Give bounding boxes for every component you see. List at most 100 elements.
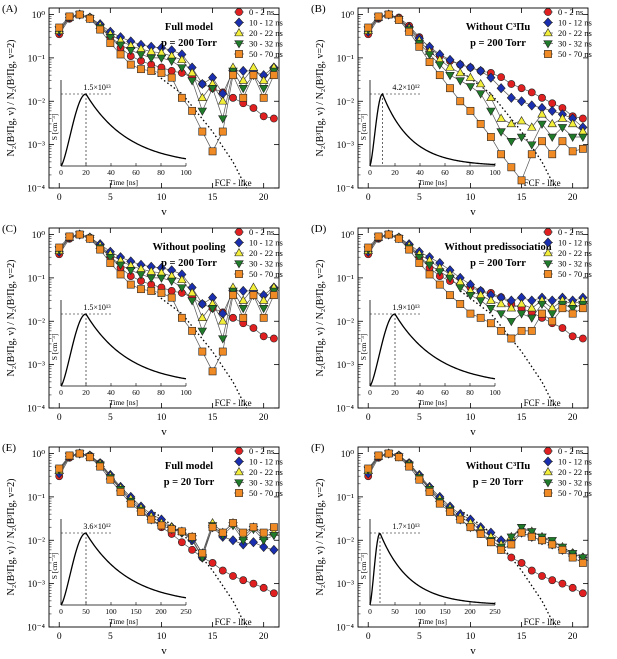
data-point bbox=[258, 295, 269, 304]
data-point bbox=[269, 71, 278, 80]
x-tick-label: 0 bbox=[366, 413, 371, 423]
inset-x-tick-label: 0 bbox=[368, 388, 372, 397]
data-point bbox=[156, 274, 167, 283]
x-tick-label: 20 bbox=[259, 632, 269, 642]
fcf-like-label: FCF - like bbox=[215, 178, 252, 188]
data-point bbox=[446, 291, 454, 300]
data-point bbox=[497, 73, 506, 82]
x-tick-label: 10 bbox=[157, 632, 167, 642]
data-point bbox=[486, 538, 495, 547]
inset-peak-label: 1.7×10¹³ bbox=[392, 522, 420, 531]
data-point bbox=[527, 532, 536, 541]
inset-y-label: S [cm⁻³] bbox=[50, 334, 59, 360]
data-point bbox=[197, 92, 208, 101]
data-point bbox=[208, 367, 217, 376]
series-line bbox=[367, 234, 584, 322]
data-point bbox=[197, 312, 208, 321]
legend-marker bbox=[234, 456, 244, 467]
legend-marker bbox=[544, 489, 552, 497]
data-point bbox=[486, 295, 496, 304]
data-point bbox=[105, 254, 116, 263]
series-line bbox=[58, 453, 275, 555]
plot-frame bbox=[48, 227, 280, 409]
y-tick-label: 10⁻⁴ bbox=[336, 185, 355, 195]
data-point bbox=[527, 122, 537, 131]
y-tick-label: 10⁻² bbox=[28, 318, 46, 328]
panel-label: (B) bbox=[311, 3, 326, 15]
inset-x-tick-label: 60 bbox=[441, 388, 449, 397]
fcf-like-label: FCF - like bbox=[524, 617, 561, 627]
y-tick-label: 10⁰ bbox=[341, 11, 355, 21]
data-point bbox=[157, 521, 166, 530]
legend-label: 20 - 22 ns bbox=[558, 467, 592, 477]
inset-x-tick-label: 100 bbox=[180, 388, 192, 397]
inset-x-tick-label: 60 bbox=[132, 168, 140, 177]
data-point bbox=[424, 261, 435, 270]
data-point bbox=[198, 127, 207, 136]
data-point bbox=[187, 77, 197, 86]
series-line bbox=[367, 453, 584, 564]
data-point bbox=[147, 287, 156, 295]
x-axis-label: v bbox=[161, 426, 167, 438]
inset-x-tick-label: 0 bbox=[368, 607, 372, 616]
data-point bbox=[208, 523, 217, 532]
inset-x-label: Time [ns] bbox=[109, 178, 138, 187]
panel-subtitle: p = 200 Torr bbox=[470, 38, 526, 49]
data-point bbox=[238, 285, 248, 296]
data-point bbox=[238, 85, 248, 94]
data-point bbox=[269, 532, 279, 541]
y-tick-label: 10⁻⁴ bbox=[27, 185, 46, 195]
data-point bbox=[394, 16, 403, 24]
inset-x-tick-label: 150 bbox=[439, 607, 451, 616]
legend-marker bbox=[543, 456, 553, 467]
legend-label: 10 - 12 ns bbox=[558, 457, 592, 467]
data-point bbox=[445, 71, 455, 81]
data-point bbox=[506, 138, 517, 147]
x-axis-label: v bbox=[470, 206, 476, 218]
inset-x-tick-label: 50 bbox=[82, 607, 90, 616]
x-tick-label: 0 bbox=[57, 413, 62, 423]
data-point bbox=[146, 46, 156, 55]
inset-pulse-curve bbox=[60, 532, 187, 606]
legend-label: 10 - 12 ns bbox=[558, 18, 592, 28]
inset-x-label: Time [ns] bbox=[418, 178, 447, 187]
data-point bbox=[496, 128, 506, 137]
data-point bbox=[85, 453, 94, 462]
legend-marker bbox=[234, 466, 244, 476]
data-point bbox=[188, 106, 197, 115]
panel-subtitle: p = 20 Torr bbox=[164, 477, 215, 488]
inset-pulse-curve bbox=[369, 313, 496, 387]
data-point bbox=[506, 303, 517, 312]
data-point bbox=[486, 107, 496, 116]
data-point bbox=[198, 347, 207, 356]
inset-x-tick-label: 100 bbox=[105, 607, 117, 616]
data-point bbox=[208, 559, 217, 567]
chart-panel: (F) 10⁰ 10⁻¹ 10⁻² 10⁻³ 10⁻⁴ 0 5 10 15 20 v N₂(B³Πg, … bbox=[311, 442, 592, 657]
x-tick-label: 5 bbox=[108, 632, 113, 642]
data-point bbox=[75, 10, 84, 19]
inset-y-label: S [cm⁻³] bbox=[359, 553, 368, 579]
inset-x-tick-label: 80 bbox=[157, 168, 165, 177]
panel-label: (A) bbox=[2, 3, 18, 15]
data-point bbox=[538, 536, 546, 545]
x-tick-label: 20 bbox=[259, 413, 269, 423]
data-point bbox=[55, 243, 64, 252]
inset-x-tick-label: 100 bbox=[414, 607, 426, 616]
legend-marker bbox=[234, 40, 244, 49]
x-axis-label: v bbox=[470, 645, 476, 657]
data-point bbox=[374, 12, 383, 21]
data-point bbox=[558, 579, 567, 588]
data-point bbox=[239, 313, 248, 322]
data-point bbox=[259, 541, 269, 553]
x-tick-label: 15 bbox=[517, 193, 527, 203]
data-point bbox=[177, 538, 186, 547]
data-point bbox=[218, 335, 228, 344]
data-point bbox=[465, 83, 476, 92]
y-tick-label: 10⁰ bbox=[32, 231, 46, 241]
inset-x-tick-label: 40 bbox=[416, 388, 424, 397]
inset-x-tick-label: 0 bbox=[59, 607, 63, 616]
data-point bbox=[415, 475, 424, 484]
data-point bbox=[218, 347, 227, 356]
data-point bbox=[55, 23, 64, 32]
data-point bbox=[557, 124, 568, 133]
